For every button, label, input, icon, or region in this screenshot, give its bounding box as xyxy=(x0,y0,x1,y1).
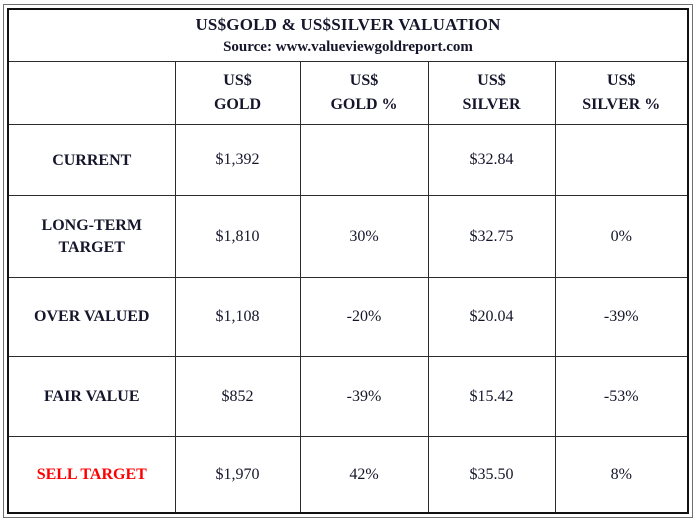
row-label-line: CURRENT xyxy=(52,151,132,169)
column-header-row: US$ GOLD US$ GOLD % US$ SILVER US$ SILVE… xyxy=(7,61,689,126)
column-header-line: SILVER % xyxy=(582,96,661,114)
column-header-us-gold: US$ GOLD xyxy=(174,61,301,126)
cell-current-silver-pct xyxy=(554,124,689,197)
row-label-sell-target: SELL TARGET xyxy=(7,436,176,514)
cell-fair-value-silver-pct: -53% xyxy=(554,355,689,438)
cell-fair-value-silver: $15.42 xyxy=(427,355,556,438)
cell-long-term-gold: $1,810 xyxy=(174,195,301,278)
table-title: US$GOLD & US$SILVER VALUATION xyxy=(195,15,501,35)
cell-sell-target-silver: $35.50 xyxy=(427,436,556,514)
cell-long-term-silver: $32.75 xyxy=(427,195,556,278)
cell-long-term-silver-pct: 0% xyxy=(554,195,689,278)
column-header-line: GOLD xyxy=(213,96,262,114)
column-header-line: US$ xyxy=(607,72,636,90)
column-header-us-gold-pct: US$ GOLD % xyxy=(299,61,429,126)
cell-fair-value-gold: $852 xyxy=(174,355,301,438)
column-header-line: SILVER xyxy=(462,96,521,114)
row-label-line: OVER VALUED xyxy=(34,308,150,326)
cell-current-gold-pct xyxy=(299,124,429,197)
cell-fair-value-gold-pct: -39% xyxy=(299,355,429,438)
row-label-long-term-target: LONG-TERM TARGET xyxy=(7,195,176,278)
corner-cell xyxy=(7,61,176,126)
cell-sell-target-silver-pct: 8% xyxy=(554,436,689,514)
cell-sell-target-gold-pct: 42% xyxy=(299,436,429,514)
row-label-current: CURRENT xyxy=(7,124,176,197)
cell-over-valued-silver-pct: -39% xyxy=(554,276,689,357)
table-row-fair-value: FAIR VALUE $852 -39% $15.42 -53% xyxy=(7,355,689,438)
cell-current-silver: $32.84 xyxy=(427,124,556,197)
title-row: US$GOLD & US$SILVER VALUATION Source: ww… xyxy=(7,8,689,63)
row-label-line: TARGET xyxy=(58,238,125,256)
table-row-over-valued: OVER VALUED $1,108 -20% $20.04 -39% xyxy=(7,276,689,357)
column-header-line: US$ xyxy=(223,72,252,90)
row-label-over-valued: OVER VALUED xyxy=(7,276,176,357)
table-row-sell-target: SELL TARGET $1,970 42% $35.50 8% xyxy=(7,436,689,514)
row-label-line: FAIR VALUE xyxy=(43,387,140,405)
column-header-line: GOLD % xyxy=(330,96,398,114)
cell-over-valued-gold: $1,108 xyxy=(174,276,301,357)
table-row-current: CURRENT $1,392 $32.84 xyxy=(7,124,689,197)
valuation-table: US$GOLD & US$SILVER VALUATION Source: ww… xyxy=(7,8,689,514)
row-label-line: SELL TARGET xyxy=(36,465,147,483)
cell-long-term-gold-pct: 30% xyxy=(299,195,429,278)
cell-over-valued-silver: $20.04 xyxy=(427,276,556,357)
table-outer-frame: US$GOLD & US$SILVER VALUATION Source: ww… xyxy=(3,4,693,518)
table-source: Source: www.valueviewgoldreport.com xyxy=(223,39,473,55)
cell-over-valued-gold-pct: -20% xyxy=(299,276,429,357)
table-row-long-term-target: LONG-TERM TARGET $1,810 30% $32.75 0% xyxy=(7,195,689,278)
column-header-line: US$ xyxy=(349,72,379,90)
column-header-line: US$ xyxy=(477,72,506,90)
row-label-line: LONG-TERM xyxy=(41,217,142,234)
row-label-fair-value: FAIR VALUE xyxy=(7,355,176,438)
column-header-us-silver-pct: US$ SILVER % xyxy=(554,61,689,126)
column-header-us-silver: US$ SILVER xyxy=(427,61,556,126)
cell-sell-target-gold: $1,970 xyxy=(174,436,301,514)
title-cell: US$GOLD & US$SILVER VALUATION Source: ww… xyxy=(7,8,689,63)
cell-current-gold: $1,392 xyxy=(174,124,301,197)
